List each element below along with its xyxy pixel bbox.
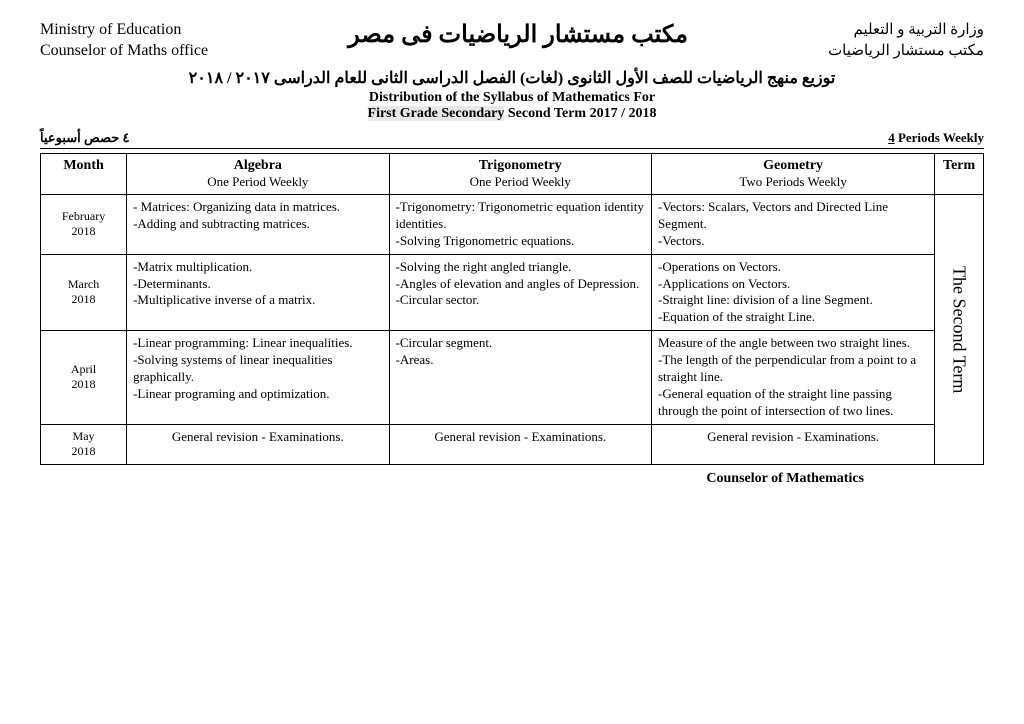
col-trig: Trigonometry One Period Weekly <box>389 154 651 195</box>
col-geom-label: Geometry <box>658 158 928 174</box>
header-center-ar: مكتب مستشار الرياضيات فى مصر <box>348 20 688 49</box>
subtitle-en1-a: Distribution of the Syllabus of Mathemat… <box>369 90 633 105</box>
algebra-cell: -Linear programming: Linear inequalities… <box>127 331 389 424</box>
ministry-ar: وزارة التربية و التعليم <box>828 20 984 41</box>
trig-cell: -Solving the right angled triangle. -Ang… <box>389 254 651 331</box>
subtitle-en1: Distribution of the Syllabus of Mathemat… <box>40 90 984 106</box>
header: Ministry of Education Counselor of Maths… <box>40 20 984 62</box>
geom-cell: Measure of the angle between two straigh… <box>652 331 935 424</box>
geom-cell: -Vectors: Scalars, Vectors and Directed … <box>652 195 935 255</box>
term-cell: The Second Term <box>935 195 984 465</box>
col-algebra: Algebra One Period Weekly <box>127 154 389 195</box>
col-algebra-sub: One Period Weekly <box>133 174 382 190</box>
table-header-row: Month Algebra One Period Weekly Trigonom… <box>41 154 984 195</box>
col-month: Month <box>41 154 127 195</box>
counselor-line: Counselor of Maths office <box>40 41 208 62</box>
geom-cell: General revision - Examinations. <box>652 424 935 464</box>
algebra-cell: -Matrix multiplication. -Determinants. -… <box>127 254 389 331</box>
col-trig-sub: One Period Weekly <box>396 174 645 190</box>
ministry-line: Ministry of Education <box>40 20 208 41</box>
col-trig-label: Trigonometry <box>396 158 645 174</box>
geom-cell: -Operations on Vectors. -Applications on… <box>652 254 935 331</box>
algebra-cell: General revision - Examinations. <box>127 424 389 464</box>
table-row: March 2018 -Matrix multiplication. -Dete… <box>41 254 984 331</box>
table-row: April 2018 -Linear programming: Linear i… <box>41 331 984 424</box>
algebra-cell: - Matrices: Organizing data in matrices.… <box>127 195 389 255</box>
footer-counselor: Counselor of Mathematics <box>40 471 984 487</box>
trig-cell: General revision - Examinations. <box>389 424 651 464</box>
subtitle-ar: توزيع منهج الرياضيات للصف الأول الثانوى … <box>40 68 984 88</box>
header-right: وزارة التربية و التعليم مكتب مستشار الري… <box>828 20 984 62</box>
month-cell: March 2018 <box>41 254 127 331</box>
col-term: Term <box>935 154 984 195</box>
syllabus-table: Month Algebra One Period Weekly Trigonom… <box>40 153 984 465</box>
col-algebra-label: Algebra <box>133 158 382 174</box>
subtitle-en2-a: First Grade Secondary <box>368 106 505 121</box>
table-row: May 2018 General revision - Examinations… <box>41 424 984 464</box>
col-geom: Geometry Two Periods Weekly <box>652 154 935 195</box>
subtitle-en1-b: For <box>633 90 655 105</box>
trig-cell: -Trigonometry: Trigonometric equation id… <box>389 195 651 255</box>
month-cell: February 2018 <box>41 195 127 255</box>
trig-cell: -Circular segment. -Areas. <box>389 331 651 424</box>
periods-en-text: Periods Weekly <box>895 130 984 145</box>
header-left: Ministry of Education Counselor of Maths… <box>40 20 208 62</box>
periods-en: 4 Periods Weekly <box>888 130 984 146</box>
subtitle-en2-b: Second Term 2017 / 2018 <box>504 106 656 121</box>
month-cell: May 2018 <box>41 424 127 464</box>
table-row: February 2018 - Matrices: Organizing dat… <box>41 195 984 255</box>
subtitle-en2: First Grade Secondary Second Term 2017 /… <box>40 106 984 122</box>
col-month-label: Month <box>47 158 120 174</box>
office-ar: مكتب مستشار الرياضيات <box>828 41 984 62</box>
periods-ar: ٤ حصص أسبوعياً <box>40 130 130 146</box>
col-geom-sub: Two Periods Weekly <box>658 174 928 190</box>
month-cell: April 2018 <box>41 331 127 424</box>
periods-row: ٤ حصص أسبوعياً 4 Periods Weekly <box>40 130 984 149</box>
